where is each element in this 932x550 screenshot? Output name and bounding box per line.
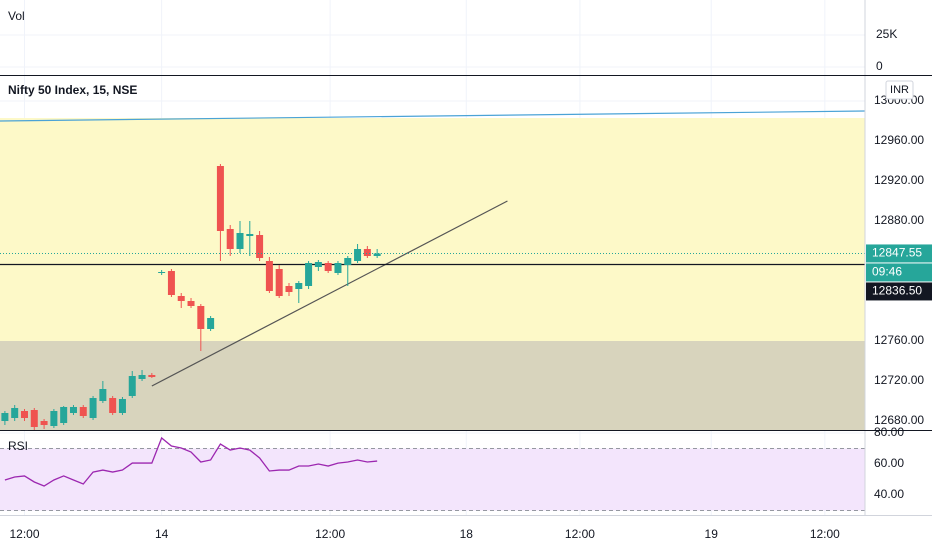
pane-title: RSI xyxy=(8,439,28,453)
candle-body xyxy=(40,421,48,425)
y-tick-label: 25K xyxy=(876,27,897,41)
currency: INR xyxy=(890,84,909,96)
candle-body xyxy=(285,286,293,292)
candle-body xyxy=(216,166,224,231)
candle-body xyxy=(30,410,38,427)
price-label-box xyxy=(866,263,932,282)
candle-body xyxy=(354,249,362,261)
candle-body xyxy=(197,306,205,329)
x-tick-label: 12:00 xyxy=(315,527,345,541)
price-label: 12847.55 xyxy=(872,246,922,260)
candle-body xyxy=(118,399,126,413)
pane-title: Vol xyxy=(8,9,25,23)
x-tick-label: 19 xyxy=(705,527,719,541)
candle-body xyxy=(187,301,195,306)
candle-body xyxy=(60,407,68,423)
candle-body xyxy=(50,411,58,426)
rsi-line xyxy=(4,436,378,487)
zone xyxy=(0,118,865,341)
x-tick-label: 12:00 xyxy=(9,527,39,541)
trendline xyxy=(151,200,508,387)
candle-body xyxy=(324,263,332,271)
currency-box xyxy=(885,80,914,100)
candle-body xyxy=(334,263,342,273)
candle-body xyxy=(20,411,28,418)
price-label-box xyxy=(866,244,932,263)
candle-body xyxy=(373,253,381,256)
candle-body xyxy=(265,261,273,291)
candle-body xyxy=(207,318,215,329)
candle-body xyxy=(148,375,156,377)
candle-body xyxy=(226,229,234,249)
y-tick-label: 40.00 xyxy=(874,487,904,501)
candle-body xyxy=(89,398,97,418)
y-tick-label: 12680.00 xyxy=(874,413,924,427)
y-tick-label: 12880.00 xyxy=(874,213,924,227)
candle-body xyxy=(138,375,146,379)
y-tick-label: 60.00 xyxy=(874,456,904,470)
price-label: 12836.50 xyxy=(872,284,922,298)
candle-body xyxy=(295,283,303,289)
candle-body xyxy=(177,296,185,301)
x-tick-label: 12:00 xyxy=(565,527,595,541)
candle-body xyxy=(158,272,166,273)
chart-title: Nifty 50 Index, 15, NSE xyxy=(8,83,137,97)
rsi-band xyxy=(0,448,865,511)
y-tick-label: 12960.00 xyxy=(874,133,924,147)
trendline xyxy=(0,110,865,122)
candle-body xyxy=(314,262,322,267)
candle-body xyxy=(1,413,9,421)
candle-body xyxy=(11,408,19,418)
candle-body xyxy=(236,233,244,249)
candle-body xyxy=(246,234,254,236)
candle-body xyxy=(363,249,371,256)
x-tick-label: 12:00 xyxy=(810,527,840,541)
y-tick-label: 12760.00 xyxy=(874,333,924,347)
candle-body xyxy=(305,263,313,286)
candle-body xyxy=(256,235,264,258)
candle-body xyxy=(128,376,136,396)
price-label-box xyxy=(866,282,932,301)
candle-body xyxy=(344,258,352,265)
x-tick-label: 14 xyxy=(155,527,169,541)
candle-body xyxy=(79,407,87,416)
x-tick-label: 18 xyxy=(460,527,474,541)
candle-body xyxy=(275,269,283,296)
candle-body xyxy=(109,398,117,413)
price-label: 09:46 xyxy=(872,265,902,279)
y-tick-label: 12720.00 xyxy=(874,373,924,387)
y-tick-label: 0 xyxy=(876,59,883,73)
y-tick-label: 12920.00 xyxy=(874,173,924,187)
candle-body xyxy=(69,407,77,413)
candle-body xyxy=(99,389,107,401)
zone xyxy=(0,341,865,430)
y-tick-label: 80.00 xyxy=(874,425,904,439)
candle-body xyxy=(167,271,175,295)
